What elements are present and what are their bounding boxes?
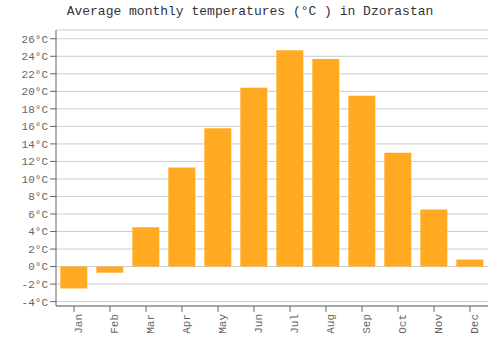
- svg-text:20°C: 20°C: [22, 86, 49, 98]
- svg-text:May: May: [217, 314, 229, 334]
- svg-text:6°C: 6°C: [28, 209, 48, 221]
- svg-text:12°C: 12°C: [22, 156, 49, 168]
- svg-text:Feb: Feb: [109, 314, 121, 334]
- svg-text:Aug: Aug: [325, 314, 337, 334]
- svg-text:8°C: 8°C: [28, 191, 48, 203]
- svg-text:22°C: 22°C: [22, 69, 49, 81]
- svg-text:14°C: 14°C: [22, 139, 49, 151]
- svg-text:24°C: 24°C: [22, 51, 49, 63]
- svg-text:Jul: Jul: [289, 314, 301, 334]
- svg-text:Sep: Sep: [361, 314, 373, 334]
- svg-text:16°C: 16°C: [22, 121, 49, 133]
- svg-text:2°C: 2°C: [28, 244, 48, 256]
- svg-text:26°C: 26°C: [22, 34, 49, 46]
- svg-text:0°C: 0°C: [28, 261, 48, 273]
- svg-text:Oct: Oct: [397, 314, 409, 334]
- svg-text:-2°C: -2°C: [22, 279, 49, 291]
- svg-text:4°C: 4°C: [28, 226, 48, 238]
- svg-text:10°C: 10°C: [22, 174, 49, 186]
- svg-text:Jun: Jun: [253, 314, 265, 334]
- svg-text:Mar: Mar: [145, 314, 157, 334]
- svg-text:18°C: 18°C: [22, 104, 49, 116]
- svg-text:-4°C: -4°C: [22, 297, 49, 309]
- svg-text:Jan: Jan: [73, 314, 85, 334]
- html-text:Average monthly temperatures (: Average monthly temperatures (°C ) in Dz…: [66, 4, 434, 19]
- svg-text:Dec: Dec: [469, 314, 481, 334]
- svg-text:Nov: Nov: [433, 314, 445, 334]
- svg-text:Apr: Apr: [181, 314, 193, 334]
